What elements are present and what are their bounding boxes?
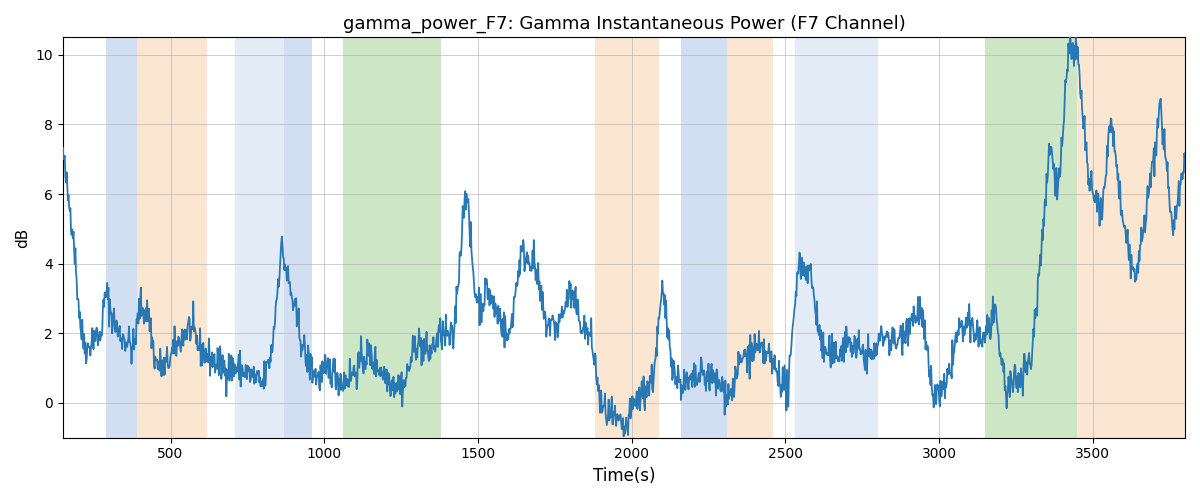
Bar (106, 38, 137, 438)
Bar (794, 38, 877, 438)
Bar (680, 38, 727, 438)
Bar (284, 38, 312, 438)
Bar (985, 38, 1078, 438)
Bar (137, 38, 208, 438)
Bar (1078, 38, 1184, 438)
Bar (595, 38, 659, 438)
Y-axis label: dB: dB (16, 228, 30, 248)
Bar (343, 38, 442, 438)
Bar (235, 38, 284, 438)
Bar (727, 38, 773, 438)
X-axis label: Time(s): Time(s) (593, 467, 655, 485)
Title: gamma_power_F7: Gamma Instantaneous Power (F7 Channel): gamma_power_F7: Gamma Instantaneous Powe… (342, 15, 905, 34)
